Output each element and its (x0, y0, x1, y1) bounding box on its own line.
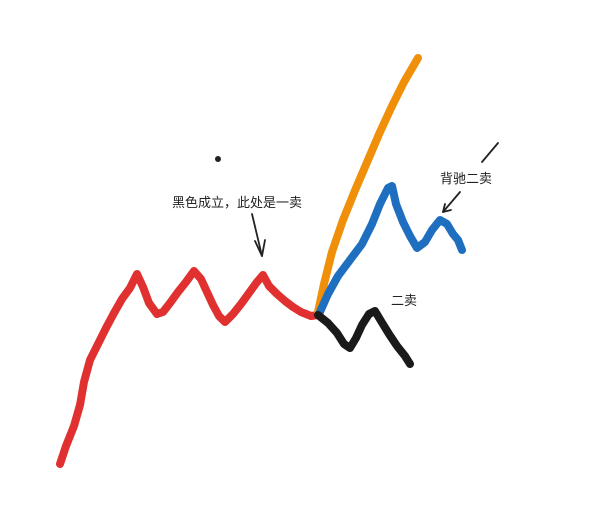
divergence-second-sell-label: 背驰二卖 (440, 172, 493, 187)
stray-stroke (481, 142, 499, 163)
black-trend-line (314, 307, 414, 368)
first-sell-arrow (251, 213, 266, 257)
first-sell-label: 黑色成立，此处是一卖 (172, 196, 303, 211)
divergence-arrow (442, 191, 461, 213)
red-trend-line (56, 267, 322, 468)
stray-dot (215, 156, 221, 162)
orange-trend-line (314, 54, 422, 316)
blue-trend-line (316, 182, 466, 316)
second-sell-label: 二卖 (391, 294, 418, 309)
